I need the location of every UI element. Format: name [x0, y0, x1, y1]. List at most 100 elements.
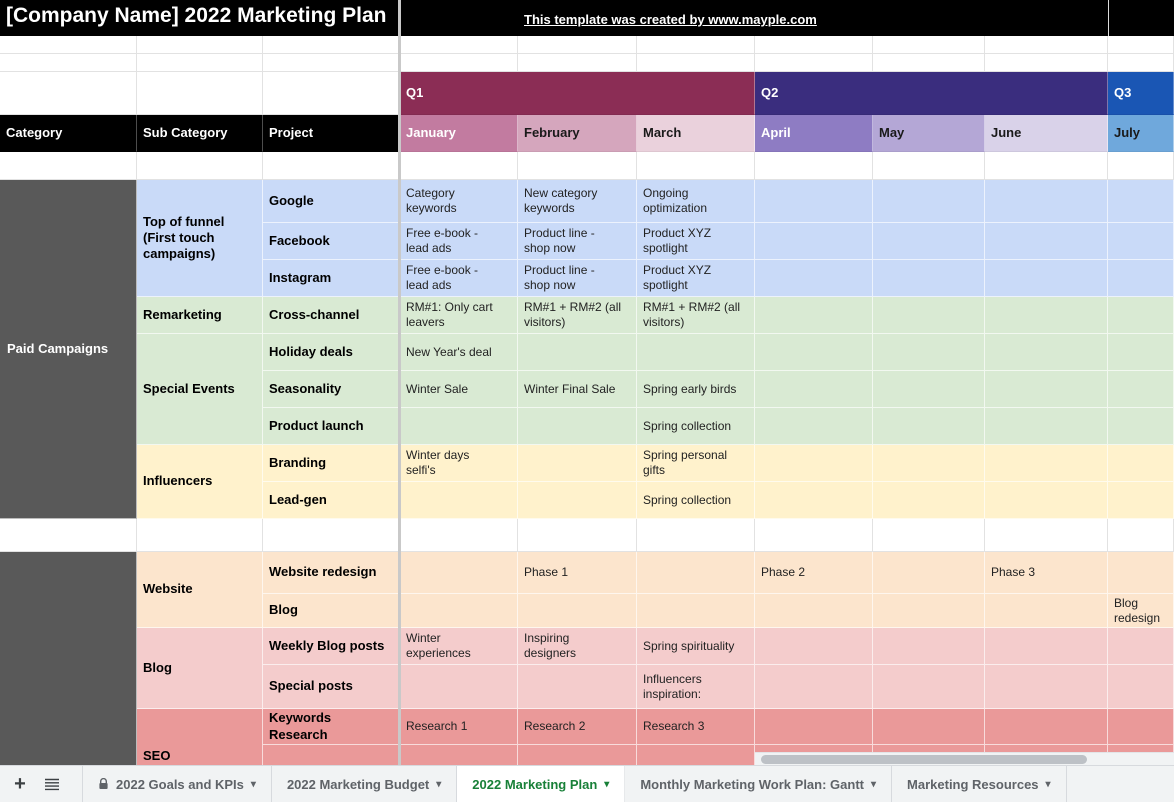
- project-cell[interactable]: Branding: [263, 445, 400, 482]
- subcategory-cell[interactable]: Influencers: [137, 445, 263, 519]
- data-cell[interactable]: [1108, 180, 1174, 223]
- empty-cell[interactable]: [137, 36, 263, 54]
- data-cell[interactable]: Phase 1: [518, 552, 637, 594]
- data-cell[interactable]: [755, 408, 873, 445]
- data-cell[interactable]: Winter days selfi's: [400, 445, 518, 482]
- tab-dropdown-icon[interactable]: ▾: [604, 778, 610, 790]
- project-cell[interactable]: Special posts: [263, 665, 400, 709]
- data-cell[interactable]: [1108, 552, 1174, 594]
- empty-cell[interactable]: [518, 152, 637, 180]
- data-cell[interactable]: [637, 552, 755, 594]
- data-cell[interactable]: [873, 297, 985, 334]
- tab-monthly-marketing-work-plan-gantt[interactable]: Monthly Marketing Work Plan: Gantt ▾: [625, 766, 893, 802]
- data-cell[interactable]: [873, 552, 985, 594]
- data-cell[interactable]: [755, 180, 873, 223]
- empty-cell[interactable]: [263, 519, 400, 552]
- data-cell[interactable]: New Year's deal: [400, 334, 518, 371]
- empty-cell[interactable]: [400, 36, 518, 54]
- data-cell[interactable]: [755, 482, 873, 519]
- empty-cell[interactable]: [263, 72, 400, 115]
- project-cell[interactable]: Website redesign: [263, 552, 400, 594]
- empty-cell[interactable]: [755, 54, 873, 72]
- data-cell[interactable]: [873, 334, 985, 371]
- add-sheet-button[interactable]: +: [14, 772, 26, 795]
- empty-cell[interactable]: [137, 152, 263, 180]
- empty-cell[interactable]: [1108, 152, 1174, 180]
- column-header-category[interactable]: Category: [0, 115, 137, 152]
- month-header-cell[interactable]: May: [873, 115, 985, 152]
- category-cell[interactable]: Paid Campaigns: [0, 180, 137, 519]
- project-cell[interactable]: Blog: [263, 594, 400, 628]
- data-cell[interactable]: [755, 665, 873, 709]
- empty-cell[interactable]: [137, 519, 263, 552]
- data-cell[interactable]: RM#1 + RM#2 (all visitors): [518, 297, 637, 334]
- all-sheets-menu-button[interactable]: [36, 766, 68, 802]
- data-cell[interactable]: Category keywords: [400, 180, 518, 223]
- category-cell[interactable]: [0, 552, 137, 765]
- data-cell[interactable]: [755, 594, 873, 628]
- data-cell[interactable]: [755, 709, 873, 745]
- month-header-cell[interactable]: April: [755, 115, 873, 152]
- tab-2022-marketing-budget[interactable]: 2022 Marketing Budget ▾: [272, 766, 458, 802]
- month-header-cell[interactable]: June: [985, 115, 1108, 152]
- data-cell[interactable]: [873, 709, 985, 745]
- data-cell[interactable]: Ongoing optimization: [637, 180, 755, 223]
- empty-cell[interactable]: [755, 36, 873, 54]
- horizontal-scrollbar[interactable]: [755, 752, 1174, 765]
- empty-cell[interactable]: [755, 519, 873, 552]
- data-cell[interactable]: Spring collection: [637, 482, 755, 519]
- data-cell[interactable]: [755, 628, 873, 665]
- subcategory-cell[interactable]: Special Events: [137, 334, 263, 445]
- data-cell[interactable]: [637, 334, 755, 371]
- month-header-cell[interactable]: March: [637, 115, 755, 152]
- data-cell[interactable]: Product line - shop now: [518, 260, 637, 297]
- data-cell[interactable]: [1108, 482, 1174, 519]
- data-cell[interactable]: [518, 334, 637, 371]
- column-header-project[interactable]: Project: [263, 115, 400, 152]
- data-cell[interactable]: [985, 371, 1108, 408]
- empty-cell[interactable]: [1108, 54, 1174, 72]
- data-cell[interactable]: [985, 665, 1108, 709]
- data-cell[interactable]: [985, 180, 1108, 223]
- data-cell[interactable]: [1108, 408, 1174, 445]
- project-cell[interactable]: Weekly Blog posts: [263, 628, 400, 665]
- empty-cell[interactable]: [873, 152, 985, 180]
- data-cell[interactable]: [873, 408, 985, 445]
- horizontal-scrollbar-thumb[interactable]: [761, 755, 1087, 764]
- data-cell[interactable]: [755, 334, 873, 371]
- empty-cell[interactable]: [0, 54, 137, 72]
- subcategory-cell[interactable]: Remarketing: [137, 297, 263, 334]
- data-cell[interactable]: Research 2: [518, 709, 637, 745]
- data-cell[interactable]: [1108, 709, 1174, 745]
- data-cell[interactable]: [1108, 260, 1174, 297]
- data-cell[interactable]: [985, 408, 1108, 445]
- data-cell[interactable]: Phase 2: [755, 552, 873, 594]
- data-cell[interactable]: [1108, 665, 1174, 709]
- data-cell[interactable]: [518, 745, 637, 765]
- quarter-header-cell[interactable]: Q2: [755, 72, 1108, 115]
- data-cell[interactable]: [873, 371, 985, 408]
- empty-cell[interactable]: [1108, 36, 1174, 54]
- template-credit-link[interactable]: This template was created by www.mayple.…: [524, 12, 817, 27]
- data-cell[interactable]: [985, 334, 1108, 371]
- data-cell[interactable]: Product XYZ spotlight: [637, 223, 755, 260]
- project-cell[interactable]: Lead-gen: [263, 482, 400, 519]
- subcategory-cell[interactable]: Blog: [137, 628, 263, 709]
- month-header-cell[interactable]: January: [400, 115, 518, 152]
- data-cell[interactable]: [985, 297, 1108, 334]
- data-cell[interactable]: [1108, 223, 1174, 260]
- tab-2022-marketing-plan[interactable]: 2022 Marketing Plan ▾: [457, 766, 626, 802]
- data-cell[interactable]: [518, 665, 637, 709]
- data-cell[interactable]: [755, 260, 873, 297]
- data-cell[interactable]: [873, 260, 985, 297]
- project-cell[interactable]: Product launch: [263, 408, 400, 445]
- data-cell[interactable]: Spring personal gifts: [637, 445, 755, 482]
- tab-marketing-resources[interactable]: Marketing Resources ▾: [892, 766, 1067, 802]
- data-cell[interactable]: [755, 445, 873, 482]
- tab-dropdown-icon[interactable]: ▾: [871, 778, 877, 790]
- data-cell[interactable]: [400, 745, 518, 765]
- data-cell[interactable]: [518, 482, 637, 519]
- project-cell[interactable]: Holiday deals: [263, 334, 400, 371]
- data-cell[interactable]: [400, 594, 518, 628]
- data-cell[interactable]: [985, 223, 1108, 260]
